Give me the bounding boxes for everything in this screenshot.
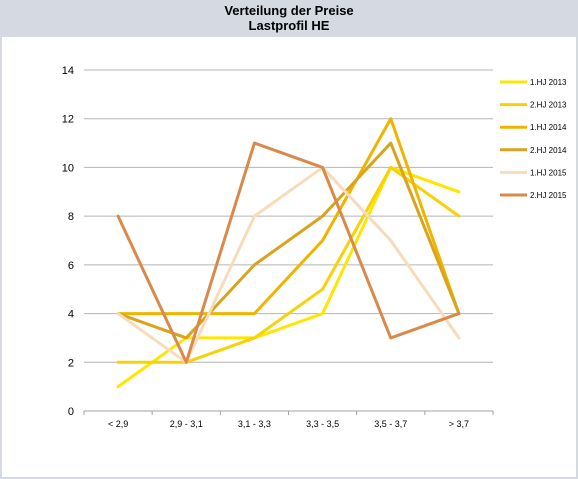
legend-label: 2.HJ 2014: [530, 146, 567, 155]
legend-label: 1.HJ 2015: [530, 168, 567, 177]
legend-label: 1.HJ 2014: [530, 123, 567, 132]
chart-subtitle: Lastprofil HE: [248, 18, 330, 33]
x-tick-label: 3,3 - 3,5: [306, 419, 339, 429]
series-line: [116, 141, 461, 364]
y-tick-label: 12: [62, 114, 74, 126]
series-line: [116, 141, 461, 340]
legend-label: 2.HJ 2013: [530, 101, 567, 110]
x-tick-label: > 3,7: [449, 419, 469, 429]
y-tick-label: 14: [62, 65, 74, 77]
series-line: [116, 165, 461, 364]
plot-panel: [2, 37, 576, 477]
series-line: [116, 165, 461, 364]
chart-title-area: Verteilung der Preise Lastprofil HE: [0, 0, 578, 36]
legend-label: 1.HJ 2013: [530, 78, 567, 87]
y-tick-label: 10: [62, 162, 74, 174]
y-tick-label: 6: [68, 260, 74, 272]
x-tick-label: 2,9 - 3,1: [170, 419, 203, 429]
x-tick-label: 3,1 - 3,3: [238, 419, 271, 429]
chart-title: Verteilung der Preise: [224, 3, 354, 18]
y-tick-label: 4: [68, 309, 74, 321]
y-tick-label: 2: [68, 357, 74, 369]
series-line: [116, 117, 461, 316]
x-tick-label: < 2,9: [108, 419, 128, 429]
y-tick-label: 8: [68, 211, 74, 223]
y-tick-label: 0: [68, 406, 74, 418]
legend-label: 2.HJ 2015: [530, 191, 567, 200]
x-tick-label: 3,5 - 3,7: [374, 419, 407, 429]
